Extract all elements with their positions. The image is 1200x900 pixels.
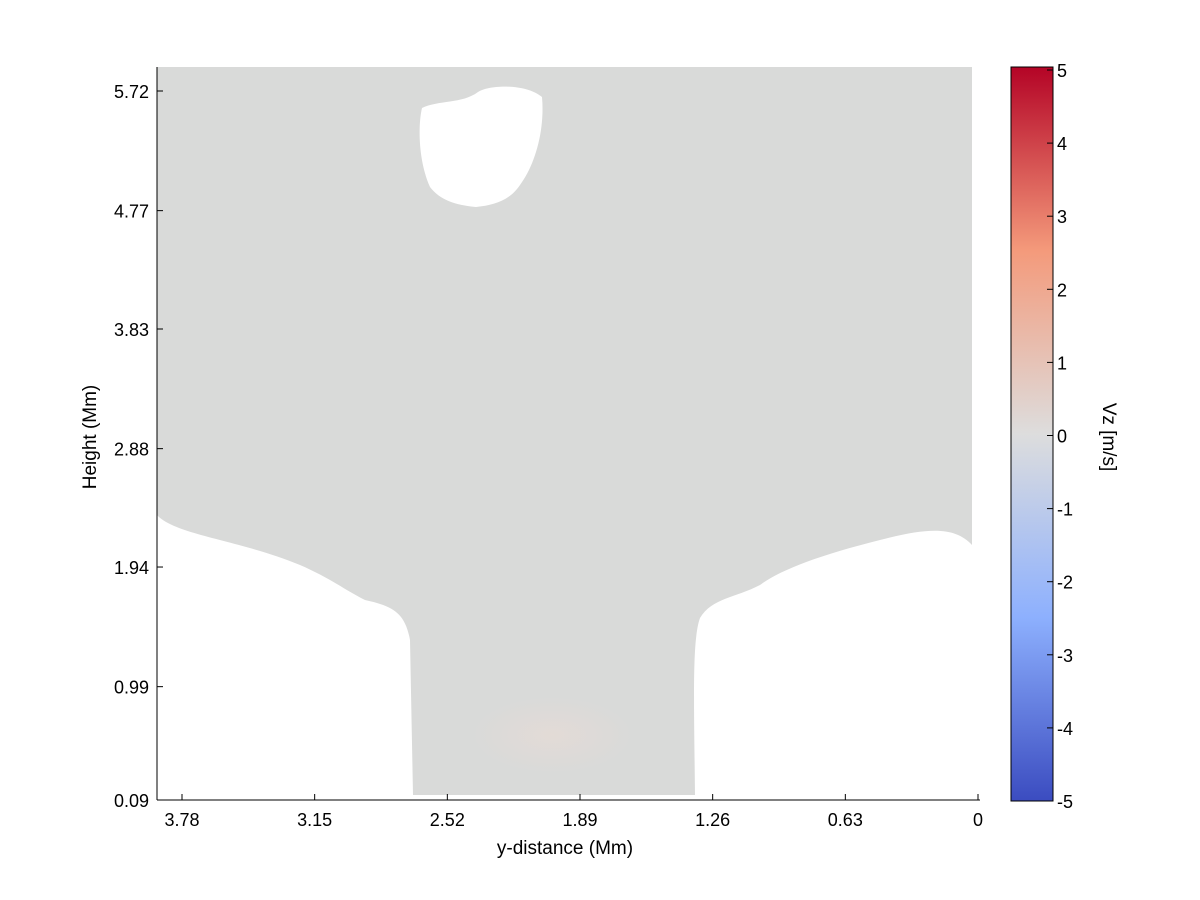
x-tick-label: 3.15 — [297, 810, 332, 830]
colorbar-tick-label: 4 — [1057, 134, 1067, 154]
colorbar-tick-label: -3 — [1057, 646, 1073, 666]
masked-region-left — [157, 515, 413, 795]
plot-area — [157, 67, 972, 795]
x-axis-title: y-distance (Mm) — [497, 838, 633, 859]
colorbar-tick-label: -1 — [1057, 500, 1073, 520]
y-tick-label: 2.88 — [114, 440, 149, 460]
y-axis-ticks: 0.09 0.99 1.94 2.88 3.83 4.77 5.72 — [114, 82, 163, 811]
colorbar: 5 4 3 2 1 0 -1 -2 -3 -4 -5 Vz [m/s] — [1010, 61, 1119, 812]
colorbar-label: Vz [m/s] — [1098, 403, 1119, 472]
colorbar-tick-label: 2 — [1057, 280, 1067, 300]
y-tick-label: 0.09 — [114, 791, 149, 811]
colorbar-ticks: 5 4 3 2 1 0 -1 -2 -3 -4 -5 — [1047, 61, 1073, 812]
colorbar-tick-label: -5 — [1057, 792, 1073, 812]
warm-region — [472, 697, 632, 773]
x-tick-label: 0.63 — [828, 810, 863, 830]
x-tick-label: 0 — [973, 810, 983, 830]
x-tick-label: 2.52 — [430, 810, 465, 830]
colorbar-tick-label: 5 — [1057, 61, 1067, 81]
x-tick-label: 1.89 — [562, 810, 597, 830]
colorbar-tick-label: 3 — [1057, 207, 1067, 227]
y-tick-label: 5.72 — [114, 82, 149, 102]
x-axis-ticks: 3.78 3.15 2.52 1.89 1.26 0.63 0 — [164, 794, 983, 830]
x-tick-label: 3.78 — [164, 810, 199, 830]
masked-region-right — [694, 530, 972, 795]
y-tick-label: 1.94 — [114, 558, 149, 578]
colorbar-tick-label: 1 — [1057, 353, 1067, 373]
y-tick-label: 0.99 — [114, 678, 149, 698]
y-axis-title: Height (Mm) — [80, 385, 101, 490]
y-tick-label: 3.83 — [114, 320, 149, 340]
colorbar-tick-label: 0 — [1057, 427, 1067, 447]
colorbar-gradient — [1010, 66, 1054, 802]
y-tick-label: 4.77 — [114, 202, 149, 222]
colorbar-tick-label: -2 — [1057, 573, 1073, 593]
colorbar-tick-label: -4 — [1057, 719, 1073, 739]
masked-region-top — [419, 86, 543, 207]
x-tick-label: 1.26 — [695, 810, 730, 830]
